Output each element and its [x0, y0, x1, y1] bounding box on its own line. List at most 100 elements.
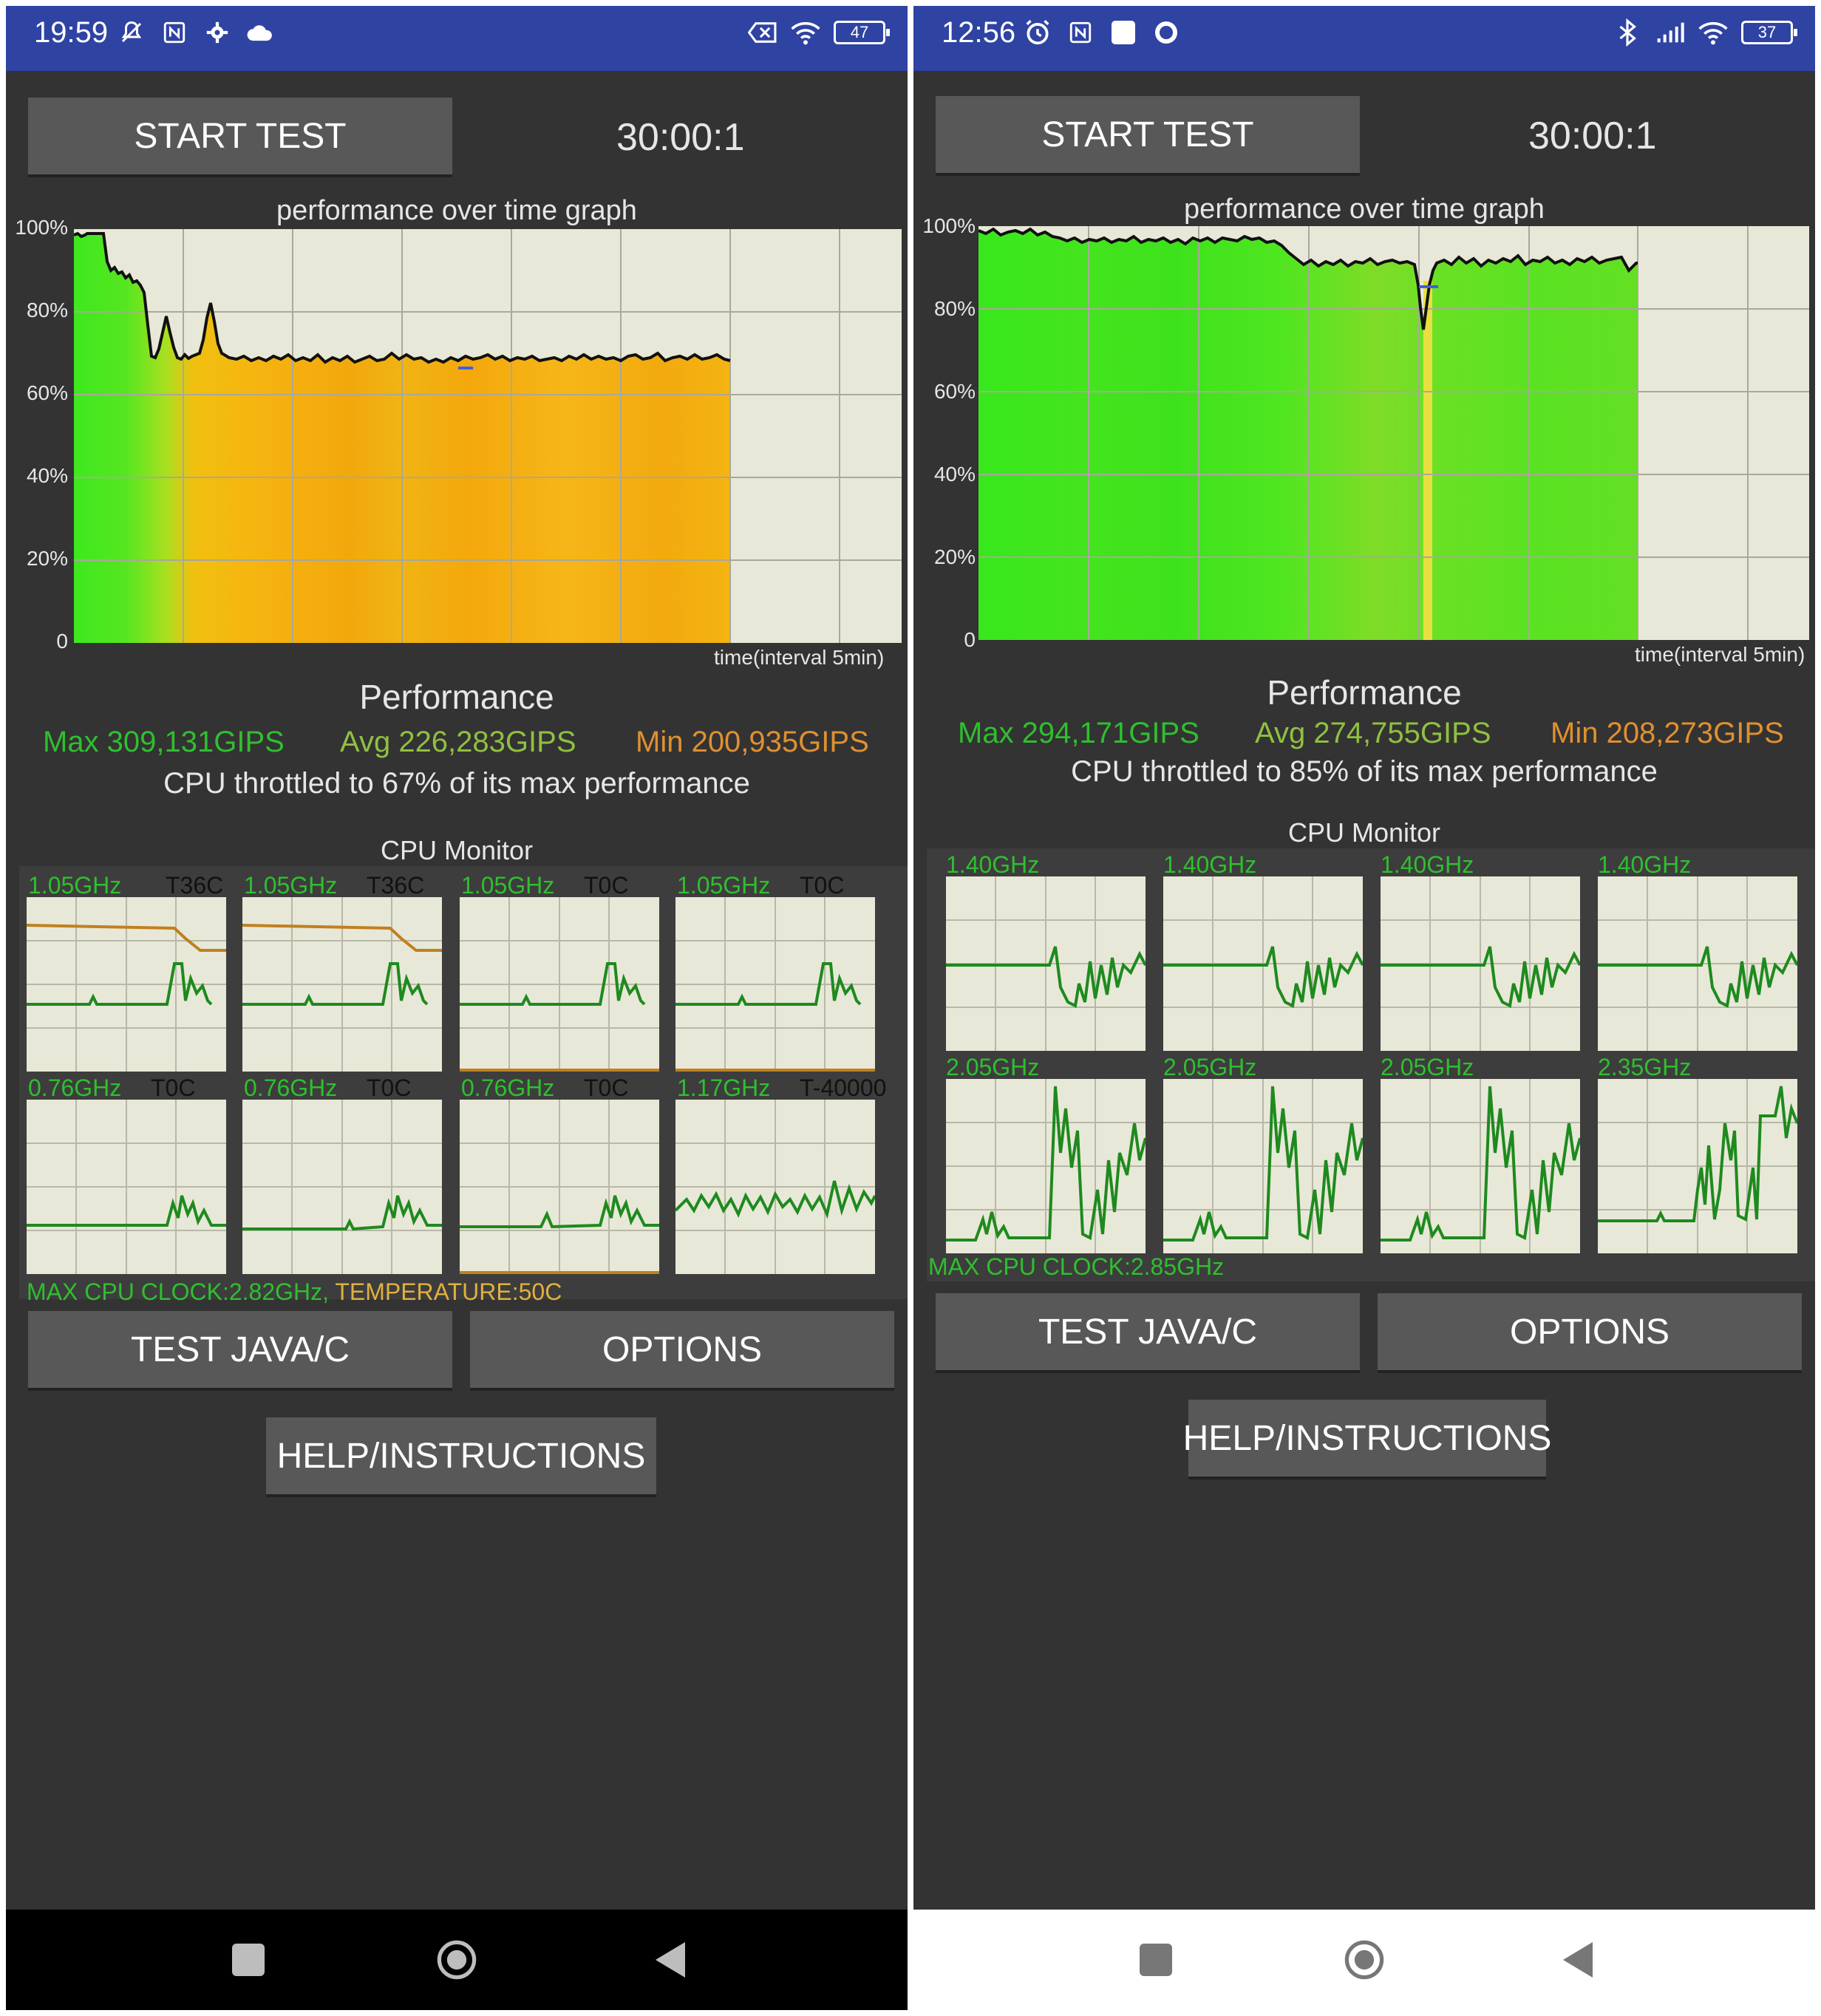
core-temperature: T0C — [151, 1075, 196, 1101]
throttle-summary: CPU throttled to 85% of its max performa… — [1071, 755, 1658, 788]
core-temperature: T0C — [584, 1075, 629, 1101]
y-tick: 80% — [26, 299, 68, 321]
options-button[interactable]: OPTIONS — [1378, 1293, 1802, 1370]
core-temperature: T-40000 — [800, 1075, 887, 1101]
max-cpu-clock: MAX CPU CLOCK:2.85GHz — [928, 1253, 1225, 1280]
graph-title: performance over time graph — [276, 195, 637, 226]
wifi-icon — [791, 18, 820, 47]
help-instructions-button[interactable]: HELP/INSTRUCTIONS — [266, 1417, 656, 1494]
performance-title: Performance — [359, 678, 554, 716]
cpu-core-cell: 2.35GHz — [1598, 1054, 1812, 1261]
avg-performance: Avg 226,283GIPS — [340, 726, 576, 758]
core-load-chart — [1381, 876, 1580, 1051]
max-cpu-clock: MAX CPU CLOCK:2.82GHz, TEMPERATURE:50C — [27, 1278, 562, 1306]
performance-graph — [978, 226, 1809, 640]
core-temperature: T0C — [584, 872, 629, 899]
cpu-core-cell: 1.05GHz T0C — [460, 872, 674, 1079]
core-load-chart — [242, 1100, 442, 1274]
cpu-core-cell: 1.40GHz — [1381, 851, 1595, 1058]
core-load-chart — [946, 1079, 1146, 1253]
core-load-chart — [1598, 876, 1797, 1051]
cpu-core-cell: 1.05GHz T36C — [242, 872, 457, 1079]
core-load-chart — [242, 897, 442, 1072]
core-frequency: 1.40GHz — [946, 851, 1040, 878]
core-load-chart — [460, 1100, 659, 1274]
core-temperature: T0C — [800, 872, 845, 899]
core-frequency: 2.05GHz — [946, 1054, 1040, 1080]
min-performance: Min 200,935GIPS — [636, 726, 869, 758]
max-cpu-clock-value: MAX CPU CLOCK:2.82GHz, — [27, 1278, 329, 1305]
core-frequency: 1.40GHz — [1598, 851, 1692, 878]
home-icon[interactable] — [1344, 1939, 1385, 1981]
navigation-bar — [6, 1910, 908, 2010]
core-frequency: 2.35GHz — [1598, 1054, 1692, 1080]
core-temperature: T36C — [367, 872, 425, 899]
graph-title: performance over time graph — [1184, 194, 1545, 225]
core-frequency: 1.17GHz — [677, 1075, 771, 1101]
core-frequency: 1.05GHz — [28, 872, 122, 899]
start-test-button[interactable]: START TEST — [28, 98, 452, 174]
cpu-core-cell: 1.40GHz — [1163, 851, 1378, 1058]
core-temperature: T0C — [367, 1075, 412, 1101]
core-frequency: 1.05GHz — [461, 872, 555, 899]
core-load-chart — [1598, 1079, 1797, 1253]
core-temperature: T36C — [166, 872, 224, 899]
cpu-monitor-panel: 1.40GHz 1.40GHz 1.40GHz 1.40GHz — [927, 848, 1815, 1281]
cpu-core-cell: 2.05GHz — [946, 1054, 1160, 1261]
y-tick: 0 — [964, 628, 976, 651]
sim-off-icon — [748, 18, 777, 47]
help-instructions-button[interactable]: HELP/INSTRUCTIONS — [1183, 1400, 1551, 1477]
cpu-monitor-panel: 1.05GHz T36C 1.05GHz T36C 1.05GHz T0C — [19, 866, 908, 1305]
max-performance: Max 294,171GIPS — [958, 717, 1199, 749]
y-tick: 100% — [922, 214, 976, 237]
core-frequency: 1.05GHz — [677, 872, 771, 899]
alarm-icon — [1023, 18, 1052, 47]
cpu-core-cell: 2.05GHz — [1163, 1054, 1378, 1261]
start-test-button[interactable]: START TEST — [936, 96, 1360, 173]
right-phone-screen: 12:56 37 — [913, 6, 1815, 2010]
back-icon[interactable] — [1556, 1939, 1598, 1981]
x-axis-label: time(interval 5min) — [1635, 643, 1805, 666]
test-java-c-button[interactable]: TEST JAVA/C — [28, 1311, 452, 1388]
cpu-monitor-title: CPU Monitor — [380, 835, 534, 865]
nfc-icon — [160, 18, 189, 47]
avg-performance: Avg 274,755GIPS — [1255, 717, 1491, 749]
battery-icon: 37 — [1741, 21, 1797, 44]
circle-icon — [1151, 18, 1181, 47]
cpu-core-cell: 0.76GHz T0C — [27, 1075, 241, 1281]
test-java-c-button[interactable]: TEST JAVA/C — [936, 1293, 1360, 1370]
core-frequency: 2.05GHz — [1381, 1054, 1474, 1080]
x-axis-label: time(interval 5min) — [714, 646, 885, 669]
nfc-icon — [1066, 18, 1095, 47]
timer-display: 30:00:1 — [1528, 115, 1657, 157]
core-load-chart — [675, 897, 875, 1072]
throttle-summary: CPU throttled to 67% of its max performa… — [163, 767, 750, 800]
min-performance: Min 208,273GIPS — [1551, 717, 1784, 749]
performance-graph — [74, 229, 902, 643]
core-load-chart — [1381, 1079, 1580, 1253]
core-load-chart — [1163, 876, 1363, 1051]
battery-icon: 47 — [834, 21, 890, 44]
cpu-monitor-title: CPU Monitor — [1287, 817, 1441, 848]
cpu-core-cell: 1.05GHz T0C — [675, 872, 897, 1079]
cloud-icon — [245, 18, 275, 47]
gear-icon — [202, 18, 232, 47]
y-tick: 0 — [56, 630, 68, 653]
back-icon[interactable] — [649, 1939, 690, 1981]
options-button[interactable]: OPTIONS — [470, 1311, 894, 1388]
core-load-chart — [946, 876, 1146, 1051]
core-frequency: 1.05GHz — [244, 872, 338, 899]
status-bar: 19:59 47 — [6, 6, 908, 71]
bluetooth-icon — [1613, 18, 1642, 47]
left-phone-screen: 19:59 47 START TEST 30:00:1 — [6, 6, 908, 2010]
home-icon[interactable] — [436, 1939, 477, 1981]
timer-display: 30:00:1 — [616, 116, 745, 159]
core-load-chart — [1163, 1079, 1363, 1253]
y-tick: 40% — [933, 463, 976, 486]
core-frequency: 1.40GHz — [1163, 851, 1257, 878]
max-performance: Max 309,131GIPS — [43, 726, 285, 758]
recents-icon[interactable] — [1135, 1939, 1177, 1981]
cpu-core-cell: 1.40GHz — [1598, 851, 1812, 1058]
cpu-core-cell: 1.05GHz T36C — [27, 872, 241, 1079]
recents-icon[interactable] — [228, 1939, 269, 1981]
